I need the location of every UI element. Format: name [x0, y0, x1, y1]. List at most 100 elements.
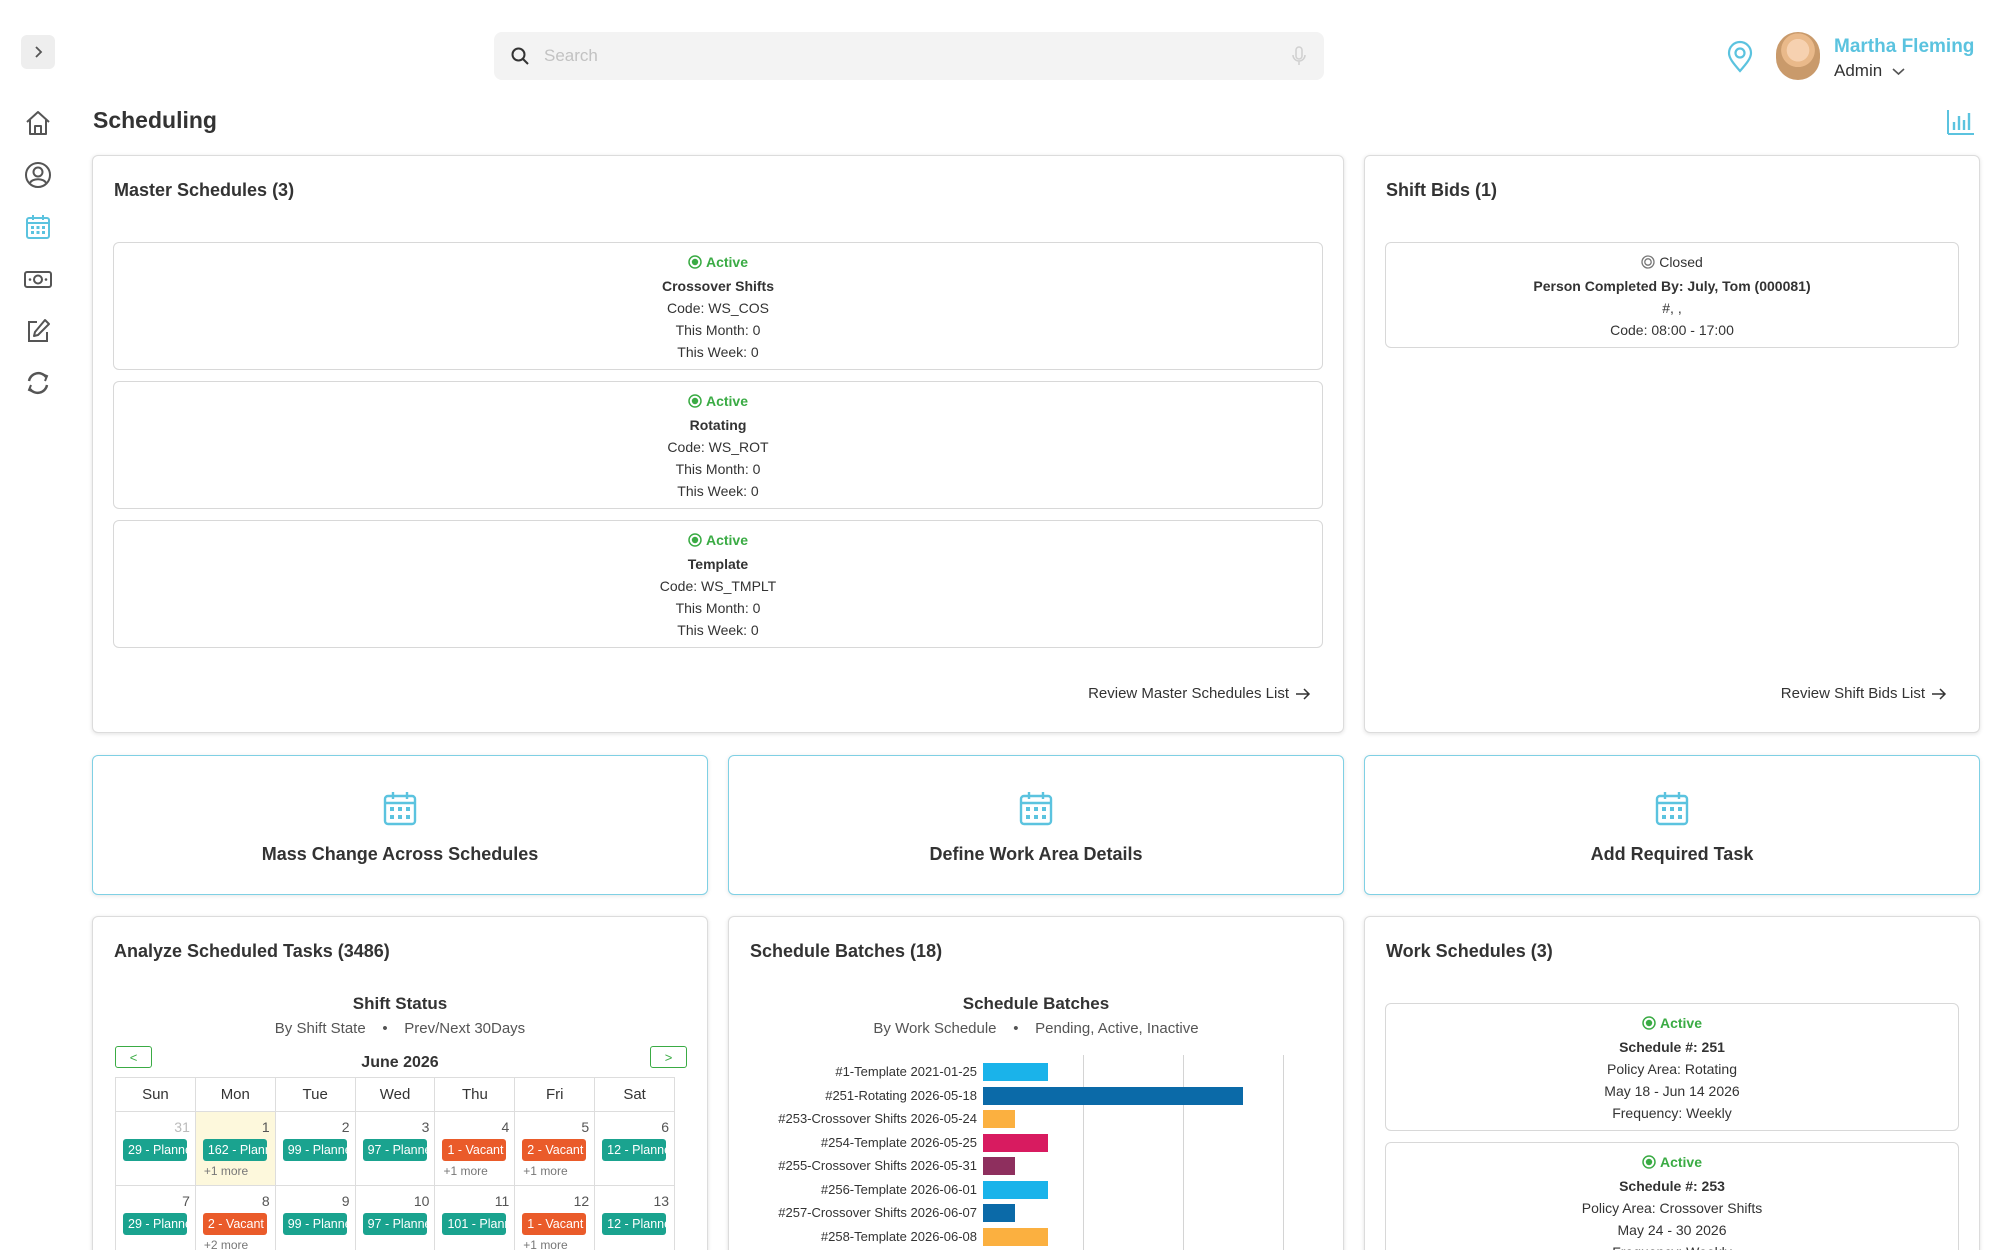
- chart-bar[interactable]: [983, 1157, 1015, 1175]
- day-number: 4: [501, 1119, 510, 1135]
- calendar-day-cell[interactable]: 10 97 - Planned: [356, 1186, 436, 1250]
- calendar-day-cell[interactable]: 12 1 - Vacant +1 more: [515, 1186, 596, 1250]
- shift-status-pill[interactable]: 29 - Planned: [123, 1213, 187, 1235]
- chart-bar[interactable]: [983, 1180, 1048, 1199]
- shift-status-pill[interactable]: 12 - Planned: [602, 1213, 667, 1235]
- calendar-day-cell[interactable]: 2 99 - Planned: [275, 1112, 356, 1186]
- shift-status-pill[interactable]: 1 - Vacant: [522, 1213, 587, 1235]
- status-badge: Active: [688, 529, 748, 551]
- shift-bid-item[interactable]: Closed Person Completed By: July, Tom (0…: [1385, 242, 1959, 348]
- schedule-name: Rotating: [689, 417, 747, 433]
- calendar-day-cell[interactable]: 5 2 - Vacant +1 more: [515, 1112, 596, 1186]
- mass-change-button[interactable]: Mass Change Across Schedules: [92, 755, 708, 895]
- calendar-day-cell[interactable]: 7 29 - Planned: [116, 1186, 196, 1250]
- more-link[interactable]: +1 more: [443, 1164, 488, 1178]
- day-number: 12: [573, 1193, 590, 1209]
- action-label: Mass Change Across Schedules: [261, 844, 539, 864]
- shift-status-pill[interactable]: 99 - Planned: [282, 1213, 347, 1235]
- day-number: 2: [341, 1119, 350, 1135]
- status-label: Active: [705, 532, 749, 548]
- shift-status-pill[interactable]: 97 - Planned: [362, 1213, 427, 1235]
- analytics-button[interactable]: [1946, 108, 1976, 141]
- batches-chart-title: Schedule Batches: [962, 994, 1110, 1013]
- sync-icon: [27, 371, 49, 395]
- master-schedule-item[interactable]: Active Template Code: WS_TMPLT This Mont…: [113, 520, 1323, 648]
- schedule-name: Template: [687, 556, 749, 572]
- sidebar-item-scheduling[interactable]: [21, 210, 55, 244]
- status-badge: Closed: [1641, 251, 1703, 273]
- weekday-header: Thu: [435, 1078, 516, 1112]
- chevron-down-icon: [1892, 67, 1905, 75]
- more-link[interactable]: +1 more: [523, 1164, 568, 1178]
- expand-sidebar-button[interactable]: [21, 35, 55, 69]
- chart-bar[interactable]: [983, 1133, 1048, 1152]
- chart-bar[interactable]: [983, 1110, 1015, 1128]
- search-bar[interactable]: [494, 32, 1324, 80]
- shift-status-pill[interactable]: 2 - Vacant: [202, 1213, 267, 1235]
- bid-code: Code: 08:00 - 17:00: [1610, 322, 1734, 338]
- user-name[interactable]: Martha Fleming: [1834, 36, 1975, 57]
- user-role-dropdown[interactable]: Admin: [1834, 61, 1905, 81]
- review-master-schedules-link[interactable]: Review Master Schedules List: [1088, 685, 1311, 702]
- sidebar-item-home[interactable]: [21, 106, 55, 140]
- work-schedules-title: Work Schedules (3): [1386, 941, 1553, 961]
- search-input[interactable]: [544, 46, 1290, 66]
- day-number: 3: [421, 1119, 430, 1135]
- shift-status-pill[interactable]: 29 - Planned: [123, 1139, 187, 1161]
- shift-status-pill[interactable]: 99 - Planned: [282, 1139, 347, 1161]
- review-shift-bids-link[interactable]: Review Shift Bids List: [1781, 685, 1947, 702]
- chart-gridline: [1083, 1055, 1084, 1250]
- work-schedule-item[interactable]: Active Schedule #: 251 Policy Area: Rota…: [1385, 1003, 1959, 1131]
- active-status-icon: [1642, 1155, 1656, 1169]
- chart-bar[interactable]: [983, 1063, 1048, 1081]
- schedule-code: Code: WS_COS: [667, 300, 769, 316]
- shift-status-pill[interactable]: 162 - Planned: [202, 1139, 267, 1161]
- chart-gridline: [1283, 1055, 1284, 1250]
- day-number: 5: [581, 1119, 590, 1135]
- work-schedule-item[interactable]: Active Schedule #: 253 Policy Area: Cros…: [1385, 1142, 1959, 1250]
- location-button[interactable]: [1725, 40, 1755, 79]
- schedule-batches-chart: #1-Template 2021-01-25 #251-Rotating 2026…: [729, 1055, 1345, 1250]
- chart-bar[interactable]: [983, 1204, 1015, 1222]
- money-icon: [24, 271, 52, 288]
- caption-separator: •: [369, 1020, 401, 1037]
- calendar-day-cell[interactable]: 31 29 - Planned: [116, 1112, 196, 1186]
- shift-status-pill[interactable]: 2 - Vacant: [522, 1139, 587, 1161]
- calendar-day-cell[interactable]: 9 99 - Planned: [276, 1186, 356, 1250]
- calendar-day-cell[interactable]: 13 12 - Planned: [595, 1186, 676, 1250]
- calendar-day-cell[interactable]: 1 162 - Planned +1 more: [195, 1112, 276, 1186]
- master-schedule-item[interactable]: Active Rotating Code: WS_ROT This Month:…: [113, 381, 1323, 509]
- shift-status-pill[interactable]: 101 - Planned: [442, 1213, 507, 1235]
- sidebar-item-sync[interactable]: [21, 366, 55, 400]
- calendar-day-cell[interactable]: 8 2 - Vacant +2 more: [196, 1186, 276, 1250]
- more-link[interactable]: +1 more: [523, 1238, 568, 1250]
- day-number: 11: [494, 1193, 510, 1209]
- add-required-task-button[interactable]: Add Required Task: [1364, 755, 1980, 895]
- calendar-icon: [26, 215, 50, 239]
- caption-separator: •: [1000, 1020, 1031, 1037]
- caption-states: Pending, Active, Inactive: [1035, 1020, 1199, 1037]
- define-work-area-button[interactable]: Define Work Area Details: [728, 755, 1344, 895]
- shift-status-pill[interactable]: 12 - Planned: [602, 1139, 667, 1161]
- master-schedule-item[interactable]: Active Crossover Shifts Code: WS_COS Thi…: [113, 242, 1323, 370]
- status-label: Active: [1659, 1015, 1703, 1031]
- calendar-day-cell[interactable]: 4 1 - Vacant +1 more: [435, 1112, 516, 1186]
- prev-month-button[interactable]: <: [115, 1046, 152, 1068]
- action-label: Add Required Task: [1590, 844, 1754, 864]
- sidebar-item-payroll[interactable]: [21, 262, 55, 296]
- chart-bar[interactable]: [983, 1227, 1048, 1246]
- shift-status-pill[interactable]: 1 - Vacant: [442, 1139, 507, 1161]
- more-link[interactable]: +2 more: [203, 1238, 249, 1250]
- avatar[interactable]: [1776, 32, 1820, 80]
- sidebar-item-edit[interactable]: [21, 314, 55, 348]
- weekday-header: Sun: [116, 1078, 196, 1112]
- next-month-button[interactable]: >: [650, 1046, 687, 1068]
- calendar-day-cell[interactable]: 6 12 - Planned: [595, 1112, 676, 1186]
- calendar-day-cell[interactable]: 3 97 - Planned: [355, 1112, 436, 1186]
- calendar-day-cell[interactable]: 11 101 - Planned: [435, 1186, 516, 1250]
- sidebar-item-profile[interactable]: [21, 158, 55, 192]
- chart-bar[interactable]: [983, 1086, 1243, 1105]
- more-link[interactable]: +1 more: [203, 1164, 249, 1178]
- microphone-icon[interactable]: [1290, 45, 1308, 67]
- shift-status-pill[interactable]: 97 - Planned: [362, 1139, 427, 1161]
